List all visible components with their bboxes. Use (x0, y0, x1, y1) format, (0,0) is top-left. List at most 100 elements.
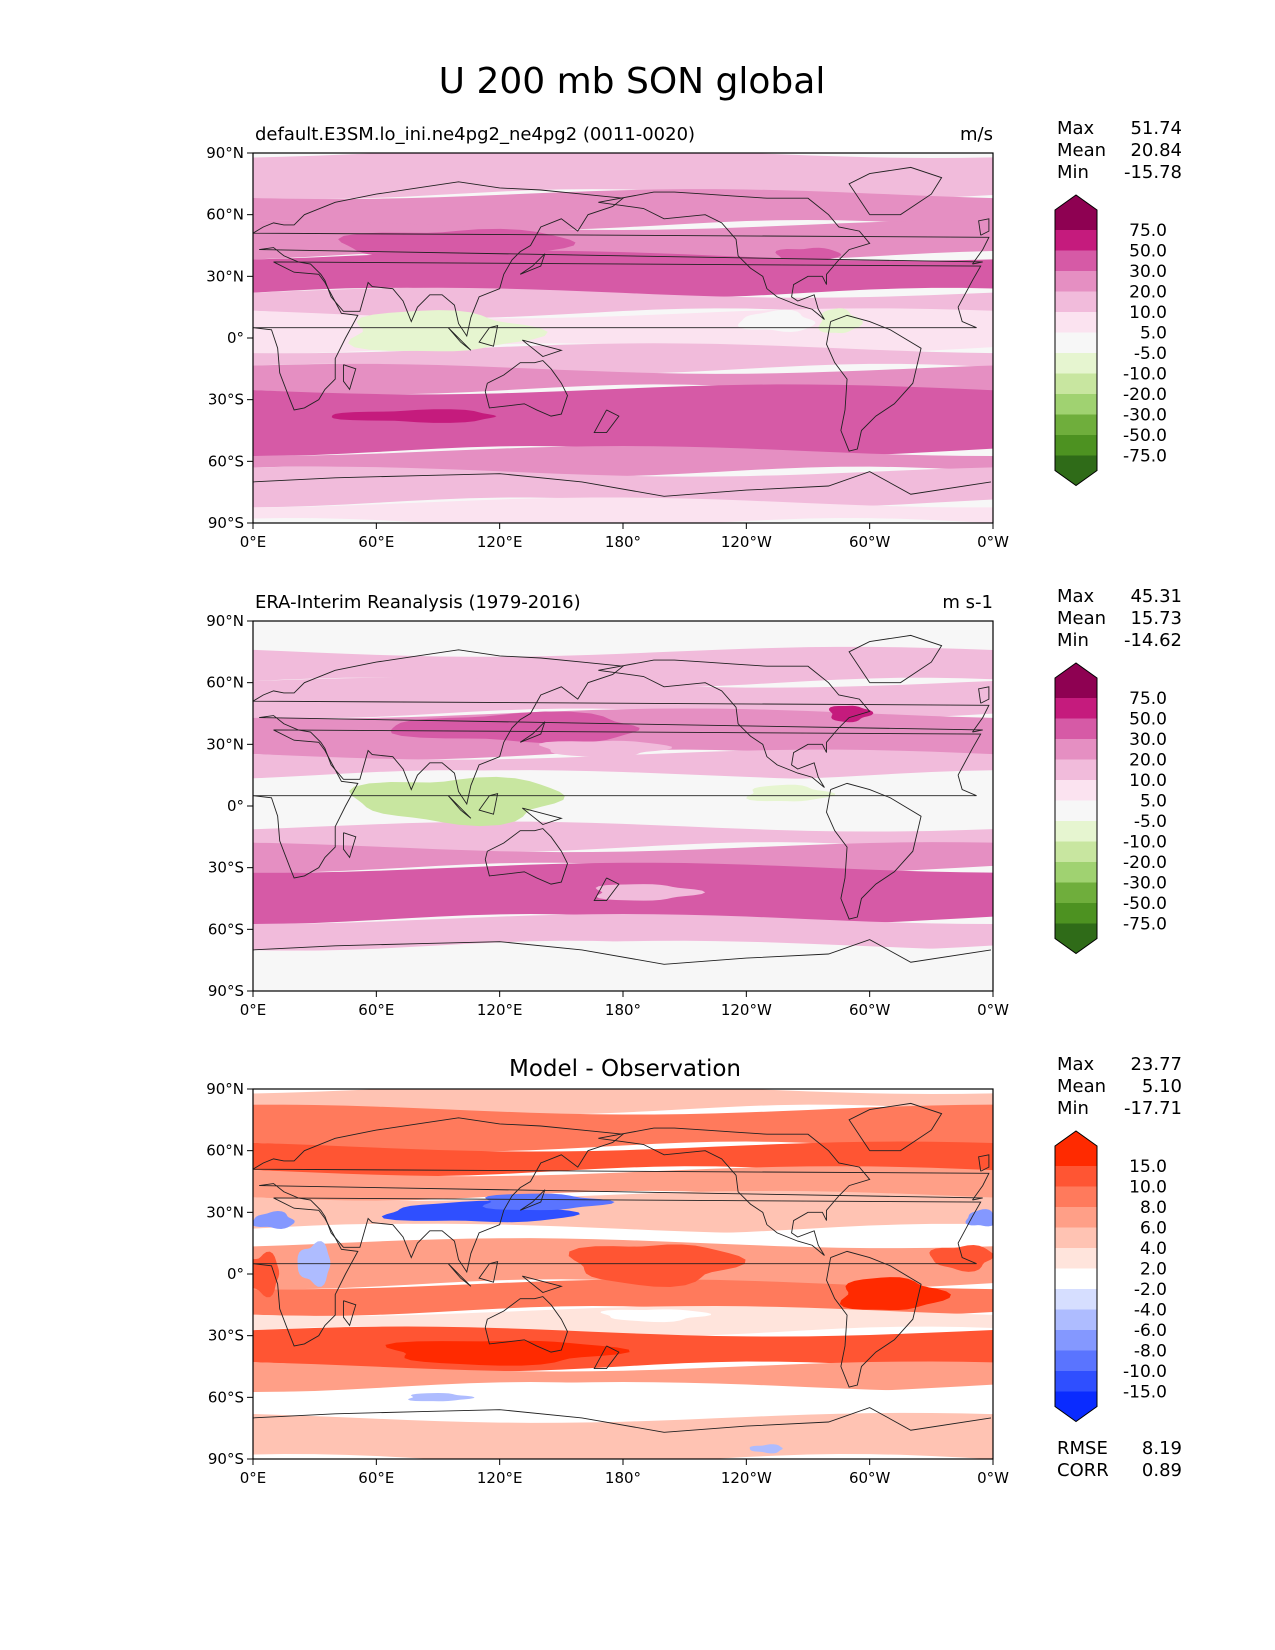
contour-band (253, 749, 993, 781)
contour-blob (348, 310, 548, 352)
stat-min-value: -15.78 (1124, 162, 1182, 183)
contour-blob (600, 1309, 712, 1323)
colorbar-label: -50.0 (1123, 894, 1167, 914)
contour-band (253, 384, 993, 457)
x-tick-label: 120°E (477, 1001, 523, 1019)
coastline (253, 1197, 982, 1347)
y-tick-label: 90°N (206, 1080, 244, 1098)
colorbar-label: 10.0 (1129, 1178, 1167, 1198)
x-tick-label: 60°W (849, 533, 891, 551)
coastline (484, 1296, 568, 1353)
colorbar-label: -20.0 (1123, 385, 1167, 405)
coastline (253, 1117, 990, 1274)
y-tick-label: 30°N (206, 735, 244, 753)
y-tick-label: 0° (227, 797, 244, 815)
colorbar-outline (1054, 1130, 1098, 1423)
colorbar-label: -10.0 (1123, 365, 1167, 385)
contour-blob (253, 1251, 280, 1298)
coastline (519, 721, 546, 743)
colorbar-segment (1055, 250, 1097, 272)
colorbar-label: 20.0 (1129, 751, 1167, 771)
colorbar-label: 10.0 (1129, 303, 1167, 323)
y-tick-label: 30°S (208, 859, 244, 877)
stat-max-label: Max (1057, 118, 1095, 139)
y-tick-label: 90°S (208, 1450, 244, 1468)
colorbar-label: -20.0 (1123, 853, 1167, 873)
stat-max-value: 23.77 (1130, 1054, 1182, 1075)
colorbar-segment (1055, 1309, 1097, 1331)
panel-reference: ERA-Interim Reanalysis (1979-2016) m s-1… (206, 586, 1182, 1019)
contour-blob (253, 1210, 295, 1229)
colorbar-label: -10.0 (1123, 1362, 1167, 1382)
x-tick-label: 180° (605, 1001, 641, 1019)
colorbar-label: 50.0 (1129, 242, 1167, 262)
stat-max-label: Max (1057, 586, 1095, 607)
colorbar-segment (1055, 332, 1097, 354)
y-tick-label: 90°N (206, 144, 244, 162)
colorbar-outline (1054, 194, 1098, 487)
y-tick-label: 30°S (208, 1327, 244, 1345)
stat-mean-label: Mean (1057, 140, 1106, 161)
y-tick-label: 90°S (208, 982, 244, 1000)
coastline (253, 261, 982, 411)
colorbar-label: -30.0 (1123, 406, 1167, 426)
coastline (519, 1189, 546, 1211)
colorbar-label: -15.0 (1123, 1383, 1167, 1403)
stat-min-label: Min (1057, 630, 1089, 651)
coastline (484, 828, 568, 885)
colorbar-label: 8.0 (1140, 1198, 1167, 1218)
y-tick-label: 90°N (206, 612, 244, 630)
x-tick-label: 180° (605, 533, 641, 551)
colorbar-label: 30.0 (1129, 262, 1167, 282)
y-tick-label: 60°N (206, 1142, 244, 1160)
colorbar-label: -5.0 (1134, 344, 1167, 364)
colorbar-extend-top (1055, 663, 1097, 698)
contour-band (253, 1190, 993, 1234)
y-tick-label: 60°N (206, 206, 244, 224)
colorbar-segment (1055, 1289, 1097, 1310)
stat-min-value: -17.71 (1124, 1098, 1182, 1119)
y-tick-label: 60°S (208, 452, 244, 470)
contour-blob (408, 1393, 475, 1402)
colorbar-segment (1055, 903, 1097, 924)
colorbar: 75.050.030.020.010.05.0-5.0-10.0-20.0-30… (1054, 194, 1167, 487)
contour-blob (775, 247, 842, 266)
contour-blob (349, 776, 565, 827)
colorbar-segment (1055, 1371, 1097, 1392)
colorbar-segment (1055, 739, 1097, 760)
x-tick-label: 0°W (977, 1001, 1009, 1019)
panel-title: Model - Observation (509, 1056, 741, 1082)
contour-band (253, 646, 993, 688)
contour-band (253, 153, 993, 200)
coastline (253, 1407, 992, 1433)
x-tick-label: 120°W (721, 1001, 772, 1019)
stat-mean-label: Mean (1057, 608, 1106, 629)
coastline (478, 325, 499, 347)
coastline (253, 649, 990, 806)
colorbar-label: 2.0 (1140, 1260, 1167, 1280)
y-tick-label: 60°N (206, 674, 244, 692)
contour-band (253, 1412, 993, 1459)
colorbar-segment (1055, 882, 1097, 904)
x-tick-label: 60°E (358, 533, 394, 551)
contour-band (253, 1382, 993, 1423)
colorbar-label: -5.0 (1134, 812, 1167, 832)
contour-blob (746, 784, 836, 802)
y-tick-label: 30°N (206, 267, 244, 285)
coastlines (253, 634, 992, 965)
x-tick-label: 0°W (977, 1469, 1009, 1487)
colorbar-segment (1055, 1207, 1097, 1228)
rmse-value: 8.19 (1142, 1438, 1182, 1459)
y-tick-label: 60°S (208, 1388, 244, 1406)
colorbar-segment (1055, 800, 1097, 822)
coastline (521, 1275, 563, 1294)
colorbar-segment (1055, 759, 1097, 781)
coastline (593, 409, 620, 434)
contour-blob (568, 1244, 746, 1287)
colorbar-extend-top (1055, 1131, 1097, 1166)
colorbar-label: -2.0 (1134, 1280, 1167, 1300)
colorbar-label: 6.0 (1140, 1219, 1167, 1239)
contour-blob (737, 309, 816, 332)
contour-blob (331, 409, 497, 423)
colorbar-segment (1055, 862, 1097, 883)
